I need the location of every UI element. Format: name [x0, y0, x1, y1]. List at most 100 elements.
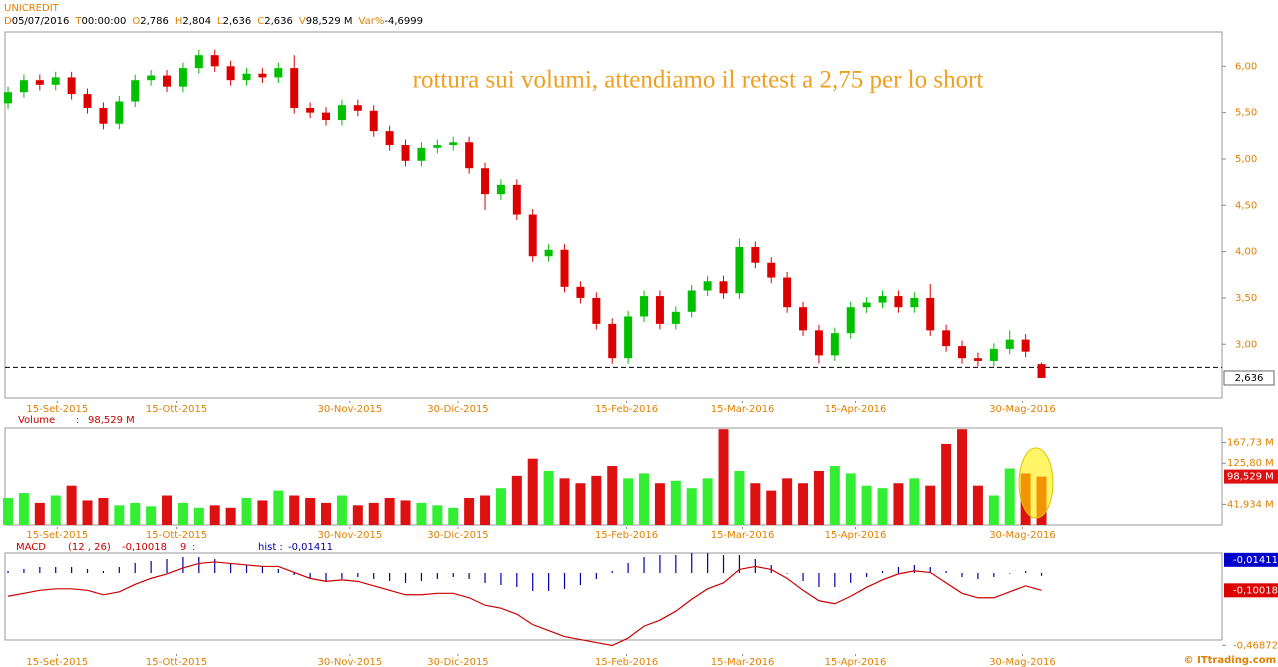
- field-value: 2,804: [182, 16, 212, 27]
- hist-bar: [834, 573, 836, 587]
- annotation: rottura sui volumi, attendiamo il retest…: [413, 67, 984, 94]
- candle-body: [512, 184, 521, 215]
- volume-bar: [591, 475, 602, 525]
- hist-bar: [913, 565, 915, 573]
- x-tick-label: 30-Mag-2016: [989, 404, 1056, 415]
- candle-body: [19, 80, 28, 93]
- ohlc-fields: D05/07/2016 T00:00:00 O2,786 H2,804 L2,636 C2…: [4, 15, 423, 28]
- volume-bar: [368, 502, 379, 525]
- hist-bar: [230, 563, 232, 573]
- volume-bar: [829, 466, 840, 525]
- symbol: UNICREDIT: [4, 3, 59, 14]
- hist-bar: [293, 573, 295, 575]
- volume-legend-part: :: [76, 415, 79, 426]
- volume-bar: [177, 502, 188, 525]
- volume-bar: [209, 505, 220, 525]
- y-tick-label: 5,00: [1235, 154, 1257, 165]
- y-tick-label: 3,50: [1235, 293, 1257, 304]
- hist-bar: [404, 573, 407, 583]
- y-tick-label: 3,00: [1235, 339, 1257, 350]
- x-tick-label: 15-Feb-2016: [595, 530, 658, 541]
- hist-bar: [452, 573, 454, 577]
- x-tick-label: 15-Mar-2016: [711, 404, 775, 415]
- candle-body: [35, 80, 44, 85]
- hist-bar: [198, 557, 200, 573]
- hist-bar: [39, 567, 41, 573]
- candle-body: [671, 311, 680, 324]
- candle-body: [449, 142, 458, 146]
- candle-body: [194, 55, 203, 69]
- hist-bar: [595, 573, 597, 579]
- hist-bar: [325, 573, 327, 581]
- hist-bar: [309, 573, 311, 579]
- volume-bar: [734, 470, 745, 525]
- volume-legend-part: Volume: [18, 415, 55, 426]
- candle-body: [290, 68, 299, 108]
- volume-bar: [511, 475, 522, 525]
- field-value: 2,636: [222, 16, 252, 27]
- y-tick-label: 5,50: [1235, 108, 1257, 119]
- hist-bar: [373, 573, 375, 579]
- hist-bar: [166, 559, 168, 573]
- candle-body: [433, 145, 442, 148]
- volume-bar: [543, 470, 554, 525]
- volume-legend: Volume:98,529 M: [18, 415, 135, 426]
- hist-bar: [1025, 571, 1027, 573]
- volume-bar: [114, 505, 125, 525]
- x-tick-label: 15-Ott-2015: [146, 404, 207, 415]
- hist-bar: [436, 573, 438, 579]
- macd-legend-part: 9: [180, 542, 186, 553]
- candle-body: [131, 80, 140, 102]
- hist-bar: [866, 573, 868, 577]
- last-price-label: 2,636: [1235, 373, 1264, 384]
- x-tick-label: 15-Mar-2016: [711, 657, 775, 667]
- hist-bar: [118, 567, 120, 573]
- y-tick-label: 167,73 M: [1227, 438, 1274, 449]
- macd-legend: MACD (12 , 26) -0,10018 9: hist : -0,01411: [16, 542, 333, 553]
- macd-legend-part: -0,01411: [288, 542, 333, 553]
- volume-bar: [82, 500, 93, 525]
- candle-body: [894, 296, 903, 308]
- volume-bar: [50, 495, 61, 525]
- candle-body: [719, 281, 728, 294]
- candle-body: [163, 75, 172, 87]
- candle-body: [465, 142, 474, 169]
- panel-frame: [4, 31, 1223, 399]
- volume-bar: [336, 495, 347, 525]
- candle-body: [1005, 339, 1014, 349]
- hist-bar: [341, 573, 343, 579]
- candle-body: [1021, 339, 1030, 352]
- volume-bar: [432, 505, 443, 525]
- hist-bar: [516, 573, 518, 587]
- volume-bar: [162, 495, 173, 525]
- hist-bar: [357, 573, 359, 577]
- x-tick-label: 15-Feb-2016: [595, 657, 658, 667]
- candle-body: [226, 66, 235, 81]
- hist-bar: [468, 573, 470, 579]
- volume-bar: [34, 502, 45, 525]
- volume-bar: [400, 500, 411, 525]
- x-tick-label: 15-Apr-2016: [825, 657, 887, 667]
- volume-bar: [464, 497, 475, 525]
- volume-last-box: [1224, 469, 1278, 484]
- hist-last-box: [1224, 552, 1278, 567]
- candle-body: [799, 307, 808, 331]
- volume-bar: [702, 478, 713, 525]
- field-value: 00:00:00: [81, 16, 127, 27]
- macd-legend-part: (12 , 26): [68, 542, 111, 553]
- candle-body: [687, 290, 696, 312]
- volume-bar: [225, 507, 236, 525]
- volume-bar: [798, 483, 809, 525]
- volume-bar: [384, 497, 395, 525]
- candle-body: [258, 73, 267, 78]
- volume-bar: [241, 497, 252, 525]
- volume-bar: [321, 502, 332, 525]
- candle-body: [624, 316, 633, 359]
- field-value: 98,529 M: [305, 16, 353, 27]
- volume-bar: [670, 480, 681, 525]
- volume-bar: [750, 483, 761, 525]
- hist-bar: [802, 573, 804, 581]
- hist-bar: [786, 573, 788, 574]
- hist-bar: [277, 569, 279, 573]
- hist-bar: [55, 567, 57, 573]
